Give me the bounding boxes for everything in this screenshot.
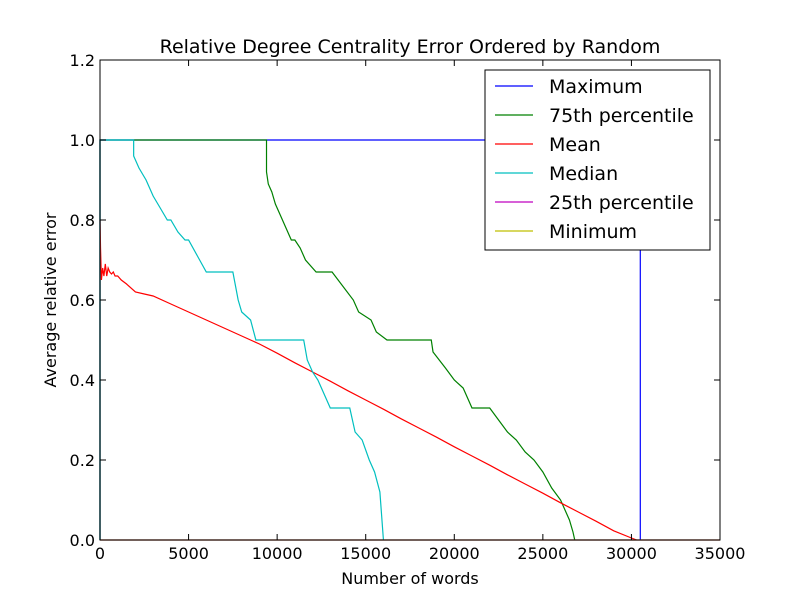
legend-label-median: Median [549, 163, 618, 185]
legend-box [484, 69, 711, 251]
y-tick-label: 0.8 [70, 211, 95, 230]
y-tick-label: 1.2 [70, 51, 95, 70]
x-tick-label: 30000 [606, 544, 657, 563]
y-axis-label: Average relative error [41, 212, 60, 387]
x-tick-label: 0 [95, 544, 105, 563]
x-tick-label: 35000 [695, 544, 746, 563]
chart-title: Relative Degree Centrality Error Ordered… [160, 36, 661, 58]
x-tick-label: 20000 [429, 544, 480, 563]
x-axis-label: Number of words [341, 569, 479, 588]
y-tick-label: 0.0 [70, 531, 95, 550]
legend-label-maximum: Maximum [549, 76, 643, 98]
x-tick-label: 25000 [517, 544, 568, 563]
y-tick-label: 0.4 [70, 371, 95, 390]
x-tick-label: 15000 [340, 544, 391, 563]
y-tick-label: 0.6 [70, 291, 95, 310]
series-line-median [99, 139, 385, 541]
x-tick-label: 10000 [252, 544, 303, 563]
y-tick-label: 1.0 [70, 131, 95, 150]
series-line-mean [99, 219, 637, 541]
legend-label-75th-percentile: 75th percentile [549, 105, 694, 127]
series-line-75th-percentile [99, 139, 576, 541]
legend: Maximum 75th percentile Mean Median 25th per… [484, 69, 711, 251]
y-tick-label: 0.2 [70, 451, 95, 470]
ticks-layer: 0 5000 10000 15000 20000 25000 30000 35000 0.0 0.… [70, 51, 746, 563]
legend-label-25th-percentile: 25th percentile [549, 192, 694, 214]
x-tick-label: 5000 [168, 544, 209, 563]
legend-label-mean: Mean [549, 134, 601, 156]
legend-label-minimum: Minimum [549, 221, 637, 243]
